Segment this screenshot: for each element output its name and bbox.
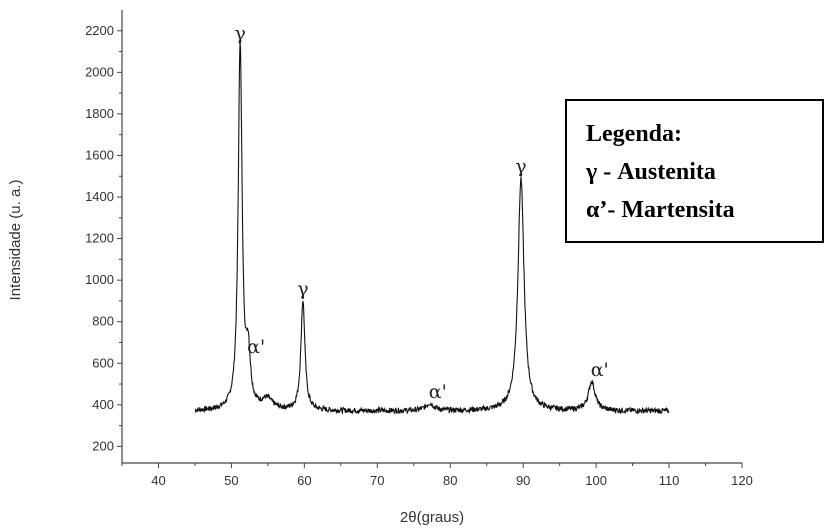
y-tick-label: 200 (92, 438, 114, 453)
y-tick-label: 800 (92, 314, 114, 329)
peak-annotation: γ (297, 278, 308, 300)
x-tick-label: 120 (731, 473, 753, 488)
y-tick-label: 600 (92, 355, 114, 370)
y-tick-label: 1800 (85, 106, 114, 121)
legend-box: Legenda: γ - Austenita α’- Martensita (565, 99, 824, 243)
legend-entry-martensita: α’- Martensita (586, 197, 735, 223)
legend-entry-austenita: γ - Austenita (585, 159, 716, 185)
legend-title: Legenda: (586, 121, 682, 147)
x-tick-label: 60 (297, 473, 311, 488)
x-tick-label: 90 (516, 473, 530, 488)
y-tick-label: 1200 (85, 231, 114, 246)
x-tick-label: 70 (370, 473, 384, 488)
y-tick-label: 2000 (85, 64, 114, 79)
series-line (194, 42, 670, 415)
peak-annotation: γ (234, 22, 245, 44)
y-axis-label: Intensidade (u. a.) (7, 180, 24, 301)
x-tick-label: 40 (151, 473, 165, 488)
x-tick-label: 110 (659, 473, 680, 488)
axes (121, 10, 742, 464)
peak-annotation: α' (247, 336, 265, 358)
y-tick-label: 1400 (85, 189, 114, 204)
y-tick-label: 1600 (85, 147, 114, 162)
y-tick-label: 400 (92, 397, 114, 412)
y-tick-label: 1000 (85, 272, 114, 287)
ticks: 200 400 600 800 1000 1200 1400 1600 1800 2000 2200… (85, 23, 753, 488)
x-axis-label: 2θ(graus) (400, 509, 464, 526)
x-tick-label: 100 (585, 473, 607, 488)
peak-annotation: α' (429, 381, 447, 403)
y-tick-label: 2200 (85, 23, 114, 38)
peak-annotation: α' (591, 359, 609, 381)
peak-annotation: γ (515, 155, 526, 177)
peak-annotations: γ α' γ α' γ α' (234, 22, 608, 402)
x-tick-label: 80 (443, 473, 457, 488)
x-tick-label: 50 (224, 473, 238, 488)
